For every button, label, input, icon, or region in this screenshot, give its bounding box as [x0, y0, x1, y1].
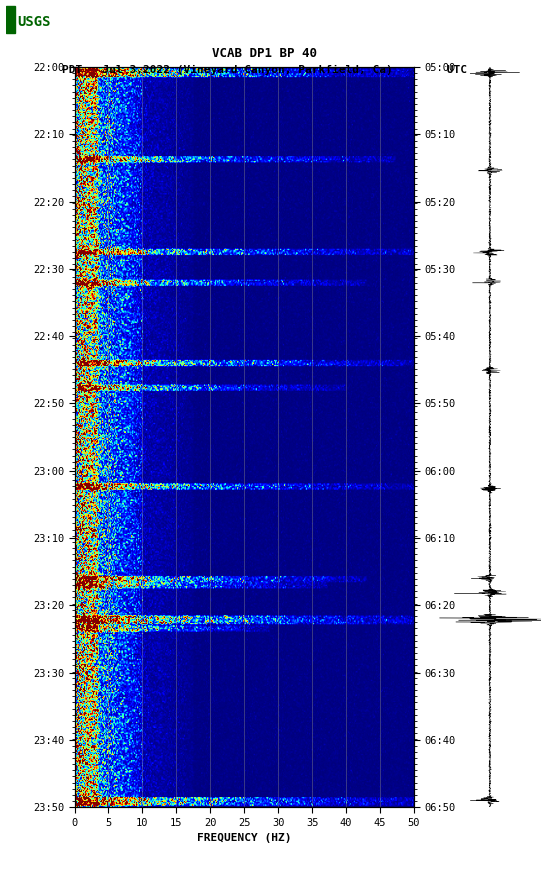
Text: PDT   Jul 3,2022 (Vineyard Canyon, Parkfield, Ca)        UTC: PDT Jul 3,2022 (Vineyard Canyon, Parkfie…	[62, 64, 468, 75]
Text: VCAB DP1 BP 40: VCAB DP1 BP 40	[213, 47, 317, 60]
Text: USGS: USGS	[18, 14, 51, 29]
X-axis label: FREQUENCY (HZ): FREQUENCY (HZ)	[197, 833, 291, 843]
Bar	[6, 6, 15, 33]
